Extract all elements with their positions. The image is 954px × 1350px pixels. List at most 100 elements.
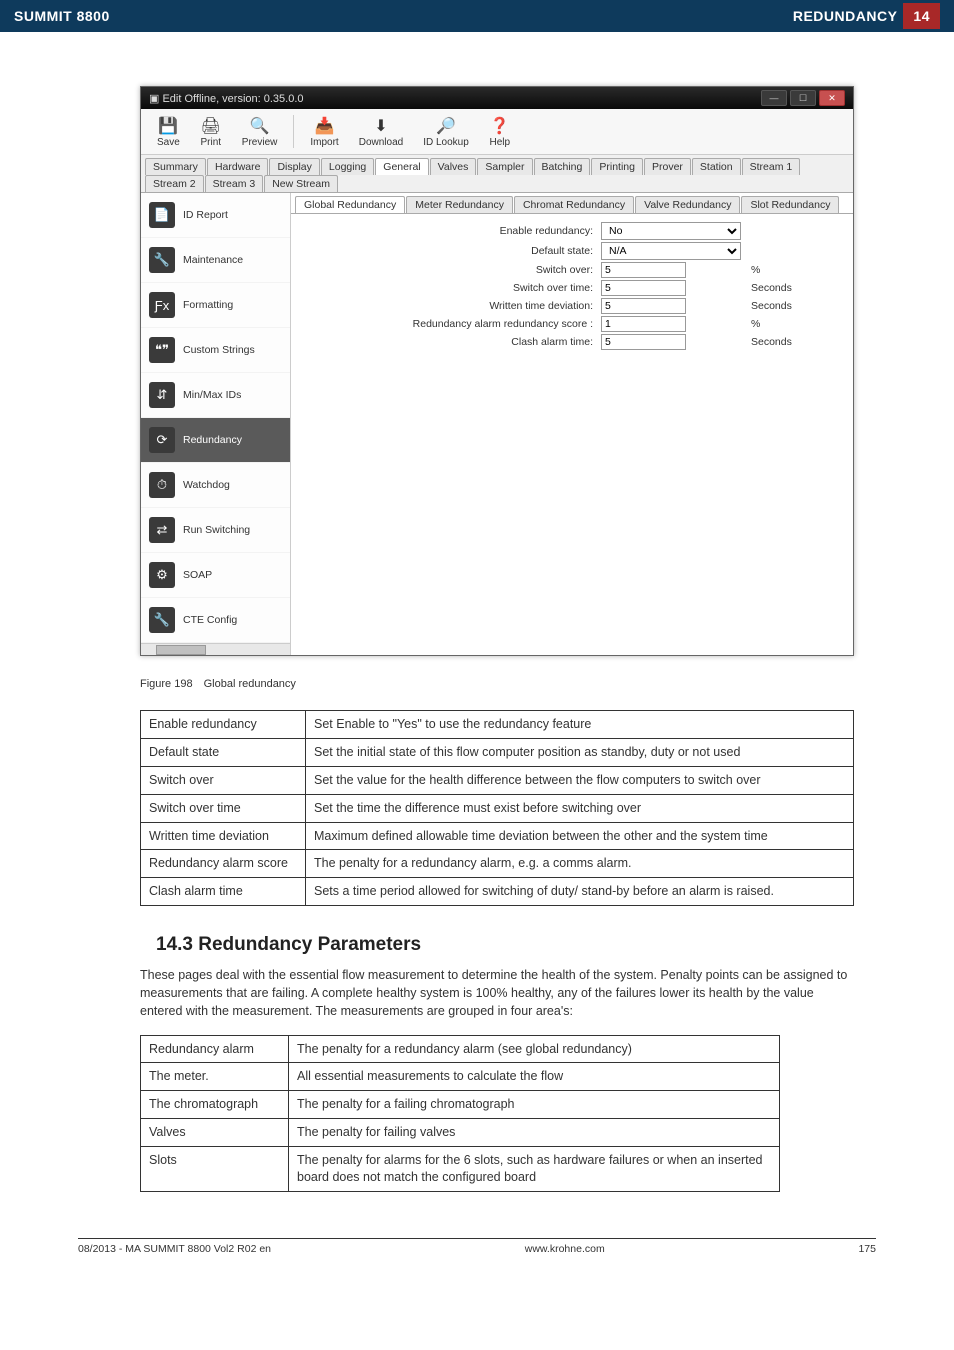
form-input[interactable] xyxy=(601,334,686,350)
tab-new-stream[interactable]: New Stream xyxy=(264,175,338,192)
sidebar-item-label: Formatting xyxy=(183,299,233,311)
form-row: Switch over:% xyxy=(301,262,843,278)
sidebar-item-custom-strings[interactable]: ❝❞Custom Strings xyxy=(141,328,290,373)
tab-stream-2[interactable]: Stream 2 xyxy=(145,175,204,192)
maintenance-icon: 🔧 xyxy=(149,247,175,273)
sub-tab-meter-redundancy[interactable]: Meter Redundancy xyxy=(406,196,513,213)
sidebar-item-run-switching[interactable]: ⇄Run Switching xyxy=(141,508,290,553)
tab-display[interactable]: Display xyxy=(269,158,319,175)
toolbar-label: Download xyxy=(359,137,403,148)
form-label: Switch over: xyxy=(301,264,601,276)
sub-tab-valve-redundancy[interactable]: Valve Redundancy xyxy=(635,196,740,213)
form-input[interactable] xyxy=(601,280,686,296)
form-row: Written time deviation:Seconds xyxy=(301,298,843,314)
tab-prover[interactable]: Prover xyxy=(644,158,691,175)
soap-icon: ⚙ xyxy=(149,562,175,588)
tab-printing[interactable]: Printing xyxy=(591,158,643,175)
sidebar-item-label: Redundancy xyxy=(183,434,242,446)
tab-summary[interactable]: Summary xyxy=(145,158,206,175)
toolbar-help[interactable]: ❓Help xyxy=(481,113,519,150)
table-cell: The penalty for alarms for the 6 slots, … xyxy=(289,1147,780,1192)
toolbar-save[interactable]: 💾Save xyxy=(149,113,188,150)
sidebar-item-label: SOAP xyxy=(183,569,212,581)
download-icon: ⬇ xyxy=(370,115,392,137)
form-input[interactable] xyxy=(601,298,686,314)
figure-caption: Figure 198 Global redundancy xyxy=(0,670,954,710)
table-cell: Redundancy alarm score xyxy=(141,850,306,878)
toolbar-import[interactable]: 📥Import xyxy=(302,113,346,150)
table-cell: Maximum defined allowable time deviation… xyxy=(306,822,854,850)
tab-logging[interactable]: Logging xyxy=(321,158,374,175)
tab-stream-1[interactable]: Stream 1 xyxy=(742,158,801,175)
toolbar-label: Preview xyxy=(242,137,278,148)
tab-general[interactable]: General xyxy=(375,158,428,175)
form-label: Switch over time: xyxy=(301,282,601,294)
tab-batching[interactable]: Batching xyxy=(534,158,591,175)
tab-stream-3[interactable]: Stream 3 xyxy=(205,175,264,192)
sub-tab-slot-redundancy[interactable]: Slot Redundancy xyxy=(741,196,839,213)
main-pane: Global RedundancyMeter RedundancyChromat… xyxy=(291,193,853,655)
table-cell: Enable redundancy xyxy=(141,711,306,739)
form-input[interactable]: N/A xyxy=(601,242,741,260)
min-max-ids-icon: ⇵ xyxy=(149,382,175,408)
title-bar: ▣ Edit Offline, version: 0.35.0.0 — ☐ ✕ xyxy=(141,87,853,109)
id-report-icon: 📄 xyxy=(149,202,175,228)
close-button[interactable]: ✕ xyxy=(819,90,845,106)
table-cell: Written time deviation xyxy=(141,822,306,850)
sidebar-item-soap[interactable]: ⚙ SOAP xyxy=(141,553,290,598)
table-cell: The chromatograph xyxy=(141,1091,289,1119)
sub-tab-chromat-redundancy[interactable]: Chromat Redundancy xyxy=(514,196,634,213)
minimize-button[interactable]: — xyxy=(761,90,787,106)
product-name: SUMMIT 8800 xyxy=(14,8,110,24)
sidebar-item-cte-config[interactable]: 🔧CTE Config xyxy=(141,598,290,643)
table-cell: Slots xyxy=(141,1147,289,1192)
table-row: Default stateSet the initial state of th… xyxy=(141,738,854,766)
table-row: Redundancy alarm scoreThe penalty for a … xyxy=(141,850,854,878)
toolbar-label: Help xyxy=(490,137,511,148)
form-row: Redundancy alarm redundancy score :% xyxy=(301,316,843,332)
toolbar-download[interactable]: ⬇Download xyxy=(351,113,411,150)
form-input[interactable] xyxy=(601,262,686,278)
sub-tabs: Global RedundancyMeter RedundancyChromat… xyxy=(291,193,853,214)
sidebar-item-label: ID Report xyxy=(183,209,228,221)
form-unit: % xyxy=(691,264,760,276)
table-row: Written time deviationMaximum defined al… xyxy=(141,822,854,850)
table-cell: Set the time the difference must exist b… xyxy=(306,794,854,822)
form-label: Written time deviation: xyxy=(301,300,601,312)
sidebar-item-formatting[interactable]: ƑxFormatting xyxy=(141,283,290,328)
tab-valves[interactable]: Valves xyxy=(430,158,477,175)
table-cell: Default state xyxy=(141,738,306,766)
toolbar-preview[interactable]: 🔍Preview xyxy=(234,113,286,150)
toolbar-id-lookup[interactable]: 🔎ID Lookup xyxy=(415,113,477,150)
table-cell: Set the initial state of this flow compu… xyxy=(306,738,854,766)
sidebar-item-label: Watchdog xyxy=(183,479,230,491)
tab-sampler[interactable]: Sampler xyxy=(477,158,532,175)
table-cell: Switch over time xyxy=(141,794,306,822)
maximize-button[interactable]: ☐ xyxy=(790,90,816,106)
footer-center: www.krohne.com xyxy=(525,1243,605,1255)
toolbar-label: ID Lookup xyxy=(423,137,469,148)
sidebar-scrollbar[interactable] xyxy=(141,643,290,655)
sidebar-item-label: Run Switching xyxy=(183,524,250,536)
sidebar-item-label: Custom Strings xyxy=(183,344,255,356)
toolbar: 💾Save🖨Print🔍Preview📥Import⬇Download🔎ID L… xyxy=(141,109,853,155)
sidebar-item-min-max-ids[interactable]: ⇵Min/Max IDs xyxy=(141,373,290,418)
form-label: Default state: xyxy=(301,245,601,257)
sidebar-item-watchdog[interactable]: ⏱Watchdog xyxy=(141,463,290,508)
toolbar-print[interactable]: 🖨Print xyxy=(192,113,230,150)
cte-config-icon: 🔧 xyxy=(149,607,175,633)
table-row: ValvesThe penalty for failing valves xyxy=(141,1119,780,1147)
tab-hardware[interactable]: Hardware xyxy=(207,158,269,175)
table-cell: Sets a time period allowed for switching… xyxy=(306,878,854,906)
section-title: Redundancy Parameters xyxy=(198,934,421,955)
sidebar-item-redundancy[interactable]: ⟳Redundancy xyxy=(141,418,290,463)
sidebar-item-id-report[interactable]: 📄 ID Report xyxy=(141,193,290,238)
sub-tab-global-redundancy[interactable]: Global Redundancy xyxy=(295,196,405,213)
table-cell: Set Enable to "Yes" to use the redundanc… xyxy=(306,711,854,739)
form-input[interactable]: No xyxy=(601,222,741,240)
form-row: Enable redundancy:No xyxy=(301,222,843,240)
form-input[interactable] xyxy=(601,316,686,332)
sidebar-item-maintenance[interactable]: 🔧Maintenance xyxy=(141,238,290,283)
table-cell: The penalty for a redundancy alarm (see … xyxy=(289,1035,780,1063)
tab-station[interactable]: Station xyxy=(692,158,741,175)
